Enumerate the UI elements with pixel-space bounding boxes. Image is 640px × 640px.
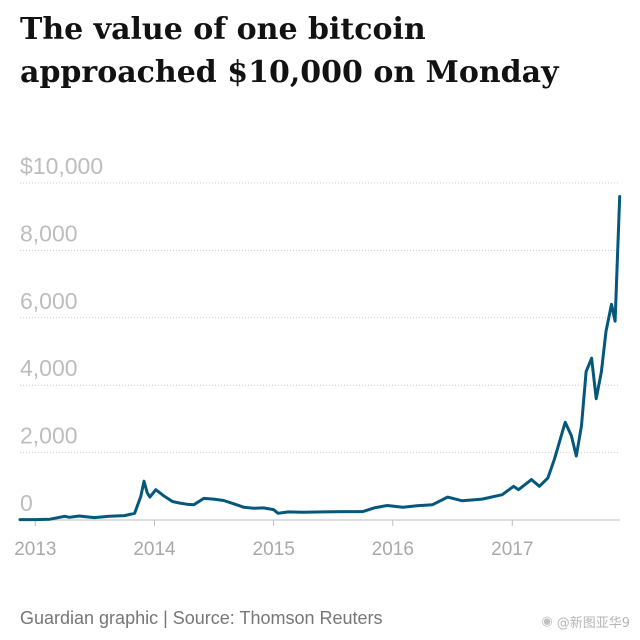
gridlines (20, 182, 620, 454)
x-tick-label: 2015 (253, 539, 295, 560)
price-series-line (18, 195, 622, 522)
x-tick-label: 2014 (133, 539, 176, 560)
y-axis-tick-labels: 0 2,000 4,000 6,000 8,000 $10,000 (20, 153, 103, 516)
watermark: ◉ @新图亚华9 (541, 612, 630, 631)
source-credit: Guardian graphic | Source: Thomson Reute… (20, 608, 383, 628)
y-tick-label: 4,000 (20, 355, 78, 381)
y-tick-label: $10,000 (20, 153, 103, 179)
weibo-icon: ◉ (541, 614, 553, 629)
x-axis-tick-labels: 2013 2014 2015 2016 2017 (14, 520, 533, 560)
chart-title: The value of one bitcoin approached $10,… (20, 12, 559, 90)
x-tick-label: 2016 (372, 539, 414, 560)
y-tick-label: 8,000 (20, 220, 78, 246)
x-tick-label: 2017 (491, 539, 533, 560)
y-tick-label: 0 (20, 490, 33, 516)
x-tick-label: 2013 (14, 539, 56, 560)
y-tick-label: 6,000 (20, 288, 78, 314)
y-tick-label: 2,000 (20, 423, 78, 449)
watermark-text: @新图亚华9 (556, 616, 630, 631)
